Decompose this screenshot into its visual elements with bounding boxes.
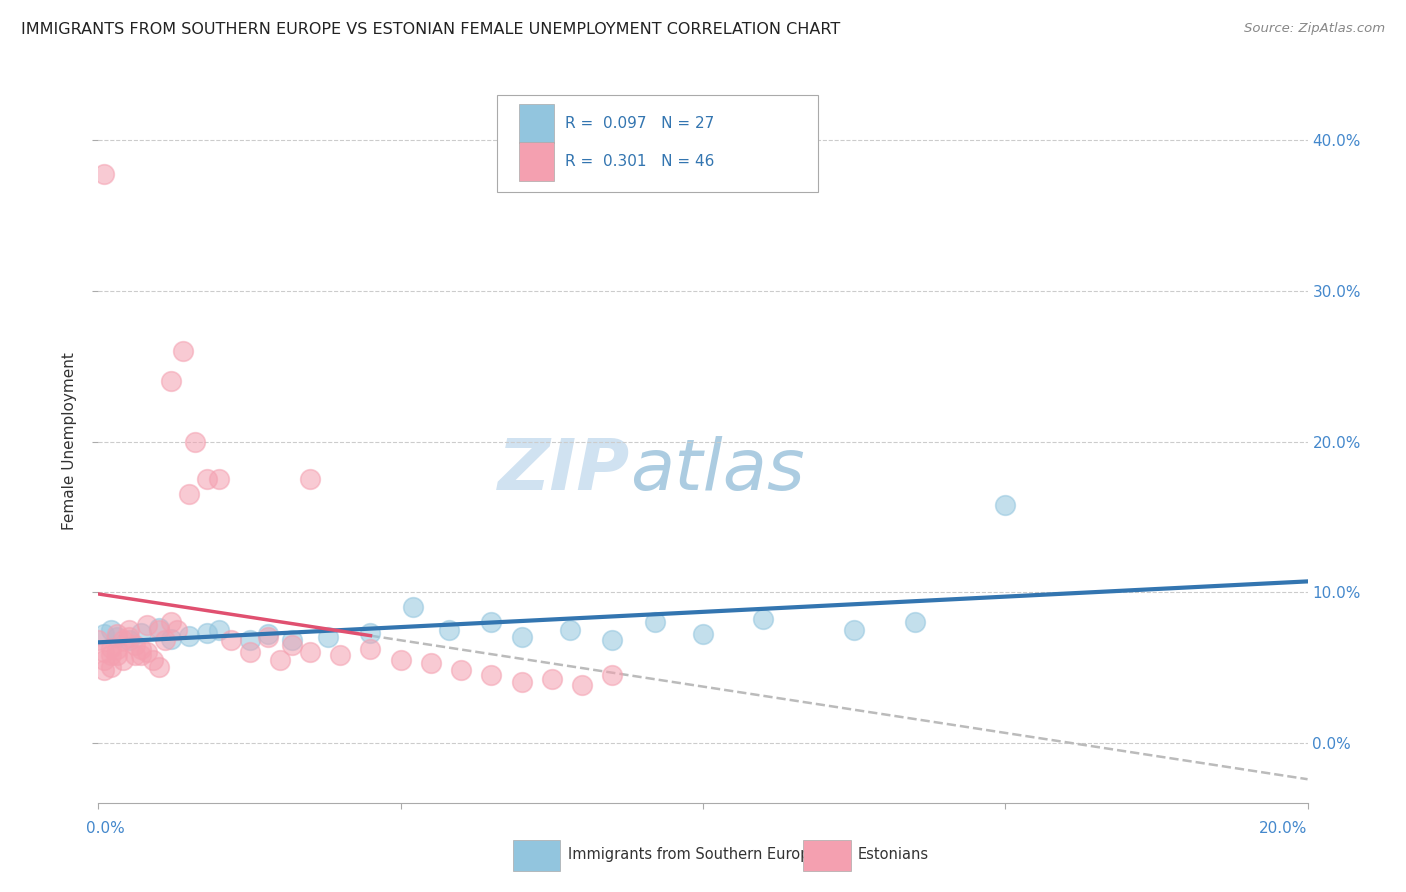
Point bbox=[221, 633, 243, 648]
Point bbox=[195, 472, 218, 486]
FancyBboxPatch shape bbox=[803, 840, 851, 871]
Point bbox=[93, 167, 115, 181]
Point bbox=[540, 673, 562, 687]
Text: 0.0%: 0.0% bbox=[86, 821, 125, 836]
Point bbox=[571, 678, 593, 692]
Point bbox=[179, 487, 201, 501]
Point bbox=[256, 630, 278, 644]
Point bbox=[105, 648, 128, 663]
Point bbox=[93, 664, 115, 678]
FancyBboxPatch shape bbox=[519, 104, 554, 143]
Point bbox=[160, 374, 183, 388]
Point bbox=[389, 653, 412, 667]
Point bbox=[450, 664, 472, 678]
FancyBboxPatch shape bbox=[498, 95, 818, 193]
Point bbox=[160, 632, 183, 646]
Point bbox=[752, 612, 775, 626]
Point bbox=[129, 642, 152, 657]
Point bbox=[195, 625, 218, 640]
Point bbox=[105, 627, 128, 641]
Point bbox=[208, 472, 231, 486]
Text: ZIP: ZIP bbox=[498, 436, 630, 505]
Point bbox=[329, 648, 352, 663]
Point bbox=[994, 498, 1017, 512]
Point bbox=[93, 653, 115, 667]
Point bbox=[481, 668, 503, 682]
Point bbox=[184, 434, 207, 449]
Point bbox=[281, 638, 304, 652]
Point bbox=[281, 633, 304, 648]
Point bbox=[135, 618, 157, 632]
Point bbox=[256, 627, 278, 641]
Point bbox=[692, 627, 714, 641]
Text: Immigrants from Southern Europe: Immigrants from Southern Europe bbox=[568, 847, 818, 863]
Point bbox=[87, 633, 110, 648]
Point bbox=[100, 623, 122, 637]
Point bbox=[129, 625, 152, 640]
Text: IMMIGRANTS FROM SOUTHERN EUROPE VS ESTONIAN FEMALE UNEMPLOYMENT CORRELATION CHAR: IMMIGRANTS FROM SOUTHERN EUROPE VS ESTON… bbox=[21, 22, 841, 37]
Point bbox=[118, 623, 141, 637]
Point bbox=[602, 668, 624, 682]
Point bbox=[105, 642, 128, 657]
FancyBboxPatch shape bbox=[519, 142, 554, 181]
Point bbox=[135, 645, 157, 659]
Text: 20.0%: 20.0% bbox=[1260, 821, 1308, 836]
Point bbox=[124, 638, 146, 652]
Point bbox=[142, 653, 165, 667]
Point bbox=[166, 623, 188, 637]
Text: Estonians: Estonians bbox=[858, 847, 929, 863]
Point bbox=[602, 633, 624, 648]
Point bbox=[111, 653, 134, 667]
Point bbox=[105, 630, 128, 644]
Text: R =  0.097   N = 27: R = 0.097 N = 27 bbox=[565, 116, 714, 131]
Text: R =  0.301   N = 46: R = 0.301 N = 46 bbox=[565, 153, 714, 169]
Point bbox=[148, 660, 170, 674]
Point bbox=[153, 633, 176, 648]
Point bbox=[299, 645, 322, 659]
Point bbox=[481, 615, 503, 630]
Point bbox=[93, 645, 115, 659]
Point bbox=[239, 645, 262, 659]
Point bbox=[437, 623, 460, 637]
Point bbox=[160, 615, 183, 630]
Y-axis label: Female Unemployment: Female Unemployment bbox=[62, 352, 77, 531]
Point bbox=[124, 648, 146, 663]
Text: atlas: atlas bbox=[630, 436, 806, 505]
Point bbox=[93, 627, 115, 641]
Point bbox=[148, 621, 170, 635]
Point bbox=[172, 344, 194, 359]
Point bbox=[558, 623, 581, 637]
Point bbox=[100, 640, 122, 655]
Point bbox=[644, 615, 666, 630]
Point bbox=[269, 653, 291, 667]
Point bbox=[239, 633, 262, 648]
Point bbox=[208, 623, 231, 637]
Point bbox=[420, 656, 443, 670]
Text: Source: ZipAtlas.com: Source: ZipAtlas.com bbox=[1244, 22, 1385, 36]
Point bbox=[111, 633, 134, 648]
Point bbox=[510, 675, 533, 690]
Point bbox=[118, 630, 141, 644]
Point bbox=[118, 633, 141, 648]
Point bbox=[316, 630, 339, 644]
FancyBboxPatch shape bbox=[513, 840, 561, 871]
Point bbox=[510, 630, 533, 644]
Point bbox=[844, 623, 866, 637]
Point bbox=[904, 615, 927, 630]
Point bbox=[299, 472, 322, 486]
Point bbox=[100, 660, 122, 674]
Point bbox=[402, 600, 425, 615]
Point bbox=[179, 629, 201, 643]
Point bbox=[100, 648, 122, 663]
Point bbox=[360, 642, 382, 657]
Point bbox=[360, 625, 382, 640]
Point bbox=[148, 623, 170, 637]
Point bbox=[129, 648, 152, 663]
